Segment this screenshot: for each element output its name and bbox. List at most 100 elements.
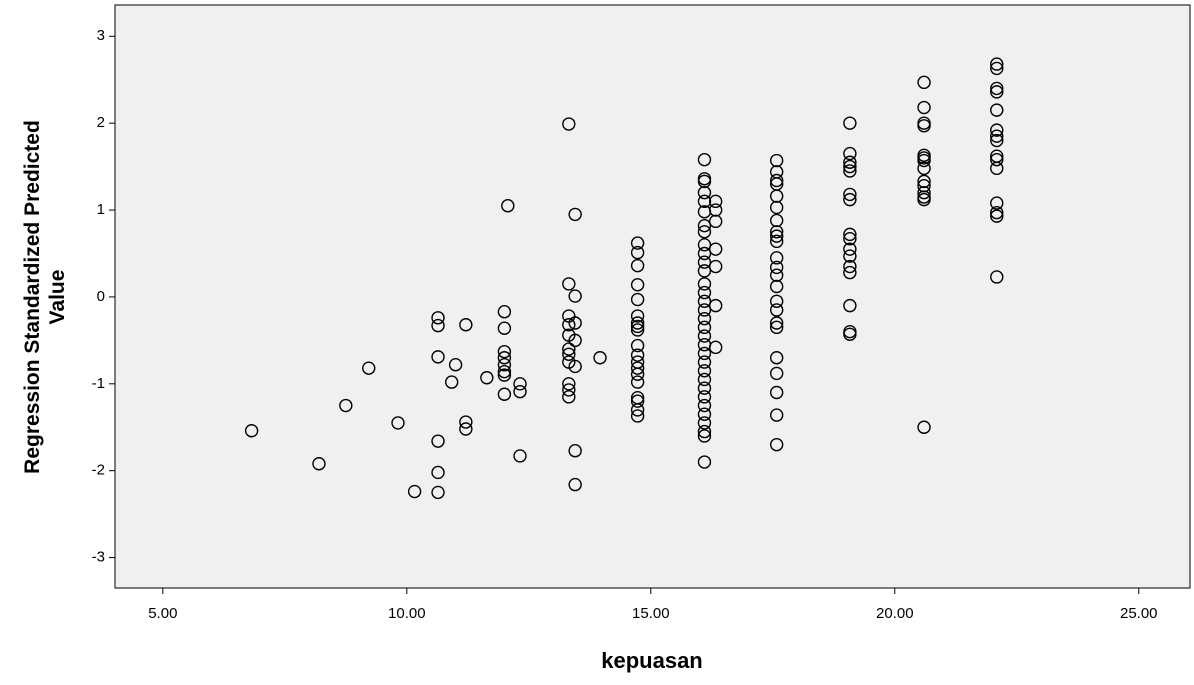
point <box>562 117 576 131</box>
point <box>568 444 582 458</box>
x-tick-label: 20.00 <box>876 605 914 622</box>
point <box>769 366 784 381</box>
point <box>843 327 857 341</box>
point <box>448 358 463 372</box>
point <box>708 340 723 355</box>
point <box>708 259 723 274</box>
point <box>562 342 576 356</box>
point <box>568 207 582 222</box>
point <box>630 361 645 375</box>
point <box>497 368 512 382</box>
point <box>593 351 607 365</box>
point <box>513 384 527 399</box>
point <box>497 344 512 359</box>
point <box>769 320 784 335</box>
point <box>990 270 1004 284</box>
point <box>630 375 645 389</box>
point <box>431 465 445 480</box>
point <box>843 259 857 274</box>
point <box>630 278 645 292</box>
point <box>769 351 784 365</box>
y-axis-label: Regression Standardized Predicted Value <box>21 120 69 474</box>
point <box>917 192 931 207</box>
point <box>630 316 645 330</box>
point <box>769 213 784 228</box>
point <box>562 318 576 332</box>
point <box>843 298 857 313</box>
x-tick-label: 10.00 <box>388 605 426 622</box>
point <box>697 246 712 261</box>
point <box>843 116 857 130</box>
point <box>769 229 784 243</box>
point <box>843 187 857 202</box>
point <box>568 289 582 303</box>
point <box>431 350 445 364</box>
point <box>444 375 459 389</box>
point <box>917 100 931 115</box>
point <box>843 232 857 246</box>
point <box>843 146 857 161</box>
point <box>769 173 784 188</box>
point <box>697 255 712 269</box>
point <box>769 385 784 400</box>
point <box>562 347 576 361</box>
point <box>630 403 645 417</box>
point <box>459 422 473 436</box>
point <box>513 377 527 391</box>
point <box>697 285 712 300</box>
point <box>697 185 712 200</box>
point <box>697 372 712 387</box>
point <box>630 338 645 353</box>
point <box>990 103 1004 117</box>
point <box>843 265 857 280</box>
point <box>480 371 494 385</box>
y-tick-label: 1 <box>97 201 105 218</box>
point <box>391 416 405 430</box>
point <box>843 155 857 169</box>
point <box>917 153 931 168</box>
point <box>339 398 353 413</box>
point <box>630 409 645 423</box>
point <box>708 214 723 229</box>
point <box>697 294 712 308</box>
point <box>990 129 1004 143</box>
point <box>769 200 784 215</box>
point <box>697 346 712 361</box>
point <box>769 437 784 452</box>
point <box>497 351 512 365</box>
point <box>843 227 857 242</box>
point <box>917 161 931 176</box>
point <box>769 316 784 330</box>
point <box>769 189 784 203</box>
point <box>697 416 712 430</box>
point <box>697 355 712 369</box>
point <box>497 305 512 319</box>
point <box>568 333 582 348</box>
point <box>917 174 931 189</box>
point <box>568 316 582 330</box>
point <box>990 209 1004 223</box>
point <box>697 238 712 252</box>
point <box>244 424 259 438</box>
point <box>630 348 645 362</box>
point <box>843 242 857 256</box>
point <box>769 260 784 275</box>
point <box>568 477 582 492</box>
point <box>697 320 712 335</box>
point <box>697 152 712 167</box>
point <box>630 323 645 337</box>
point <box>917 420 931 434</box>
y-tick-label: -2 <box>92 462 105 479</box>
point <box>769 408 784 422</box>
point <box>990 81 1004 96</box>
point <box>501 199 515 213</box>
point <box>697 264 712 278</box>
point <box>312 457 326 471</box>
point <box>708 298 723 313</box>
point <box>431 318 445 333</box>
point <box>843 159 857 174</box>
point <box>431 434 445 448</box>
point <box>708 242 723 256</box>
point <box>362 361 376 375</box>
